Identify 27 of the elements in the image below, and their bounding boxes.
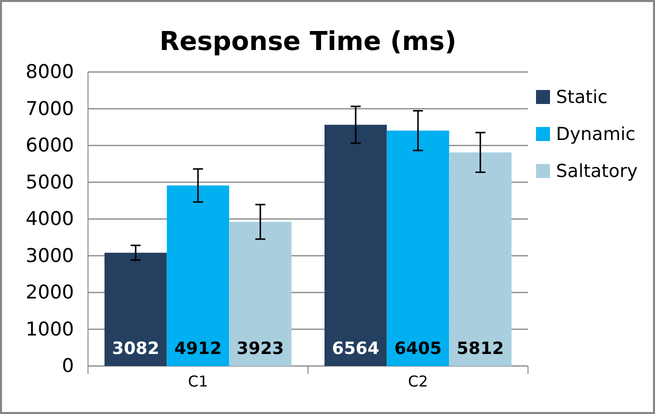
x-tick-label: C2: [408, 372, 428, 391]
data-label: 3923: [236, 339, 284, 359]
y-tick-label: 0: [62, 355, 74, 378]
y-tick-label: 8000: [26, 61, 74, 84]
bar: [449, 152, 512, 366]
bar: [104, 252, 167, 366]
y-tick-label: 4000: [26, 208, 74, 230]
legend-label: Saltatory: [556, 161, 638, 182]
data-label: 6405: [394, 339, 442, 359]
data-label: 3082: [112, 339, 160, 359]
bar: [386, 130, 450, 366]
legend-label: Dynamic: [556, 124, 636, 145]
data-label: 4912: [174, 339, 222, 359]
chart-title: Response Time (ms): [159, 27, 457, 57]
bar: [166, 185, 230, 366]
bar: [324, 124, 387, 366]
data-label: 5812: [456, 339, 504, 359]
y-tick-label: 5000: [26, 171, 74, 194]
y-tick-label: 2000: [26, 282, 74, 304]
bar: [229, 222, 292, 366]
y-tick-label: 6000: [26, 134, 74, 157]
y-tick-label: 1000: [26, 318, 74, 340]
x-tick-label: C1: [188, 372, 208, 391]
data-label: 6564: [332, 339, 380, 359]
legend-label: Static: [556, 87, 608, 108]
y-tick-label: 7000: [26, 98, 74, 120]
y-tick-label: 3000: [26, 244, 74, 267]
